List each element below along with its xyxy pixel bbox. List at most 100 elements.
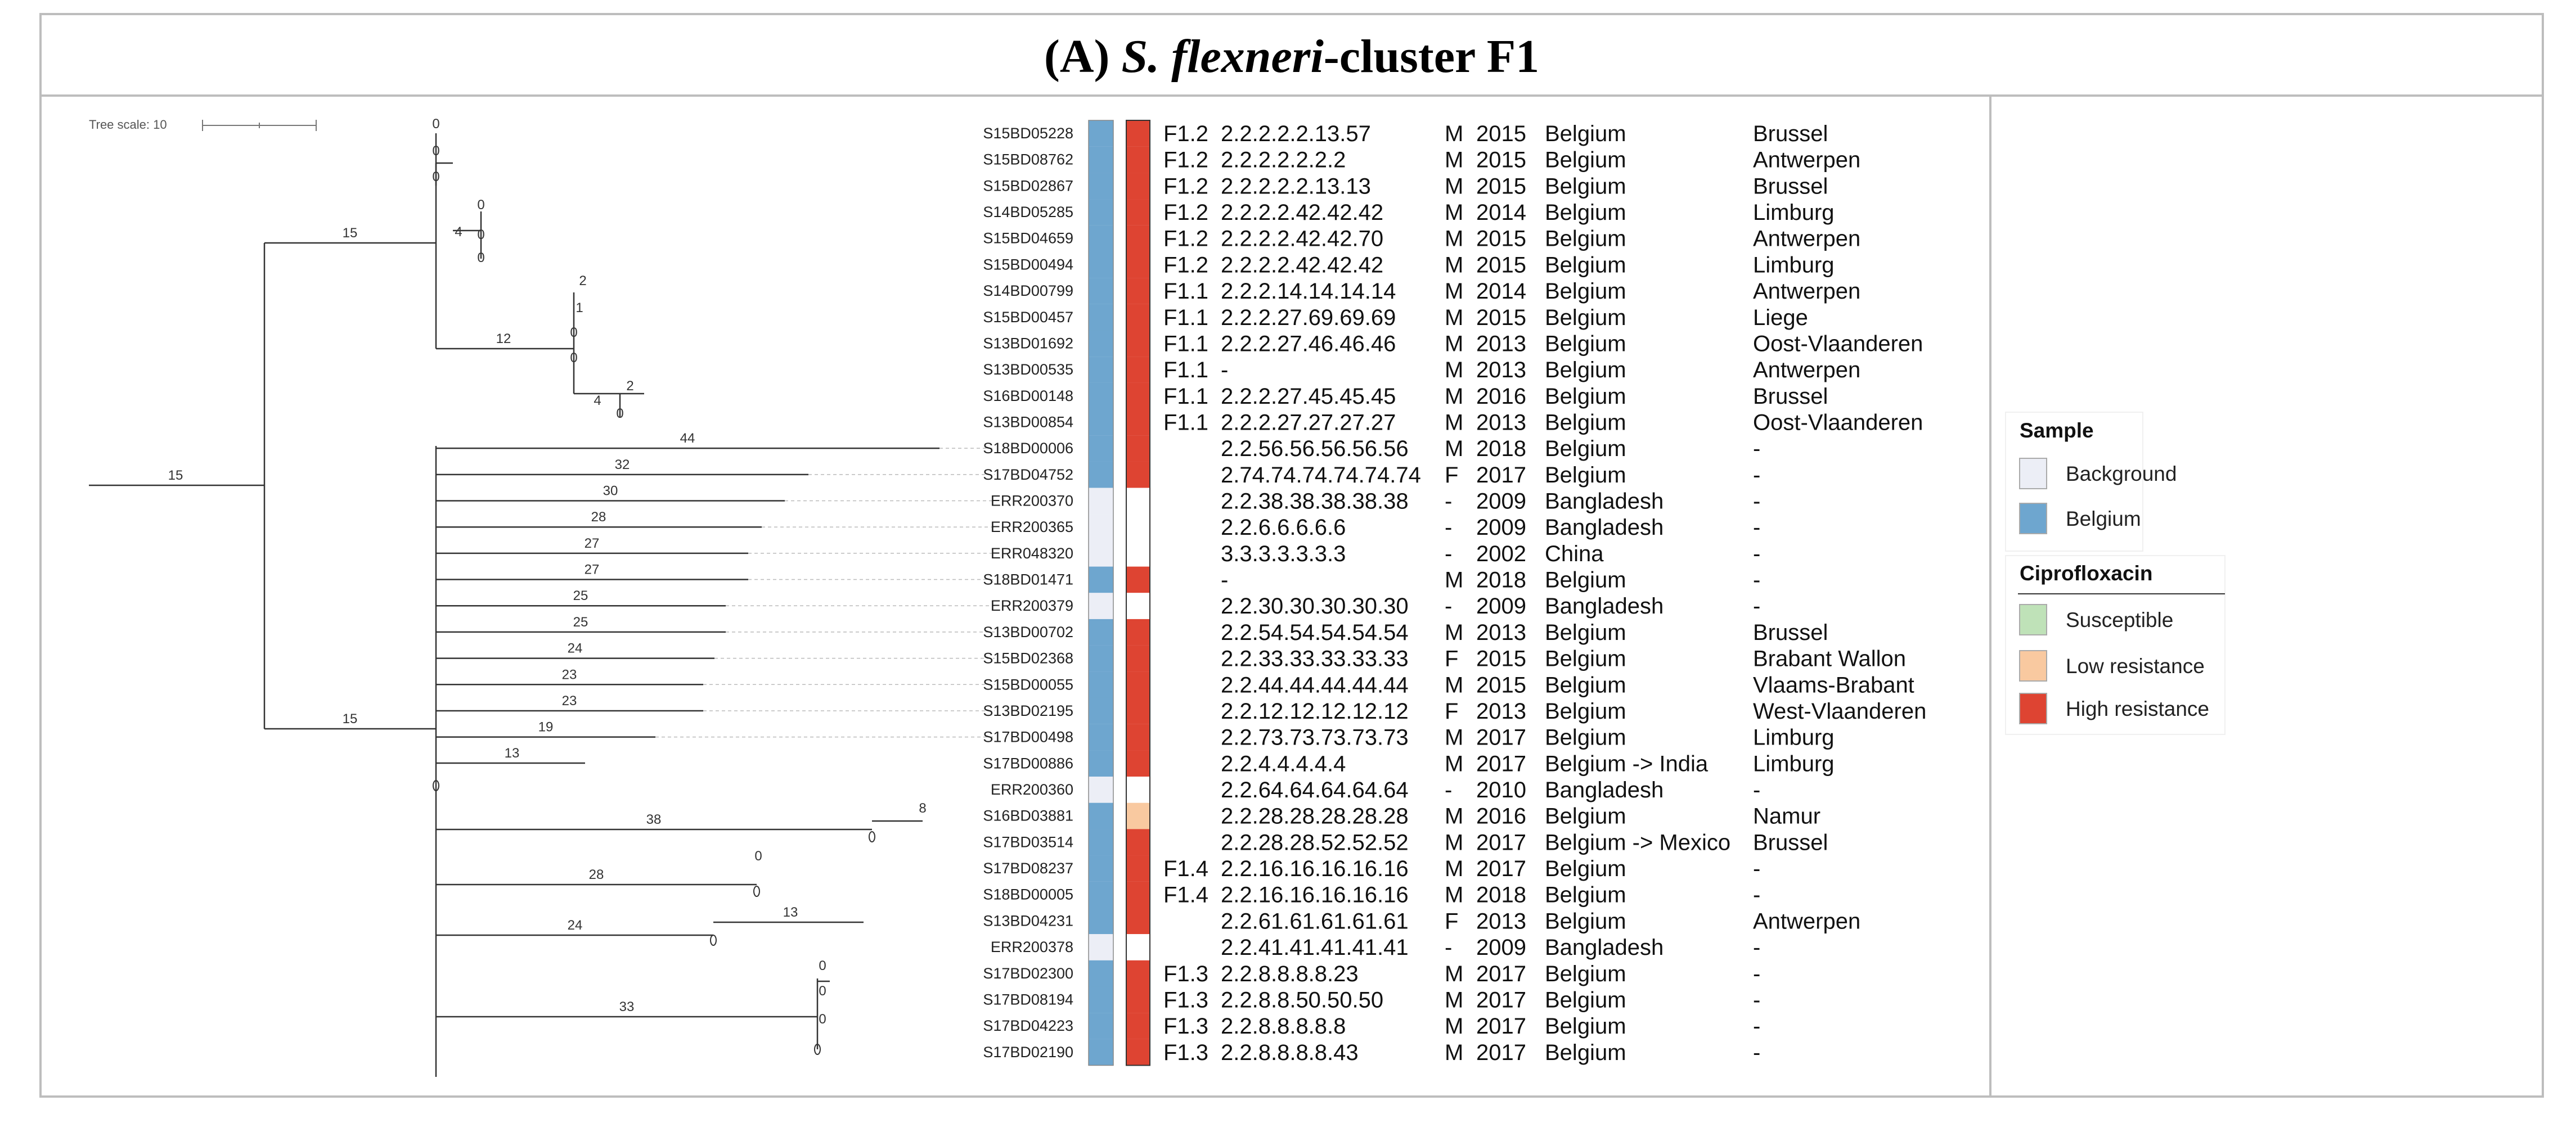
- country-cell: Belgium: [1545, 384, 1626, 409]
- sex-cell: M: [1445, 725, 1463, 750]
- country-cell: Belgium: [1545, 804, 1626, 829]
- branch-length-label: 23: [562, 667, 577, 682]
- year-cell: 2009: [1476, 935, 1526, 960]
- region-cell: -: [1753, 1040, 1760, 1065]
- sample-cell: [1089, 1039, 1113, 1066]
- node-label: 0: [477, 197, 484, 213]
- year-cell: 2015: [1476, 647, 1526, 671]
- sex-cell: -: [1445, 515, 1452, 540]
- legend-label-susceptible: Susceptible: [2066, 608, 2173, 632]
- country-cell: Belgium: [1545, 279, 1626, 304]
- cluster-cell: F1.1: [1163, 279, 1208, 304]
- legend-swatch-low-resistance: [2019, 650, 2047, 682]
- cipro-cell: [1126, 357, 1150, 383]
- year-cell: 2013: [1476, 699, 1526, 724]
- sequence-type-cell: 2.2.2.14.14.14.14: [1221, 279, 1396, 304]
- sequence-type-cell: 2.2.2.27.69.69.69: [1221, 305, 1396, 330]
- sample-cell: [1089, 777, 1113, 803]
- sample-cell: [1089, 409, 1113, 436]
- legend-swatch-belgium: [2019, 503, 2047, 534]
- sequence-type-cell: 2.2.33.33.33.33.33: [1221, 647, 1409, 671]
- leaf-label: S18BD01471: [983, 571, 1073, 588]
- branch-length-label: 25: [573, 615, 588, 630]
- year-cell: 2017: [1476, 463, 1526, 488]
- sex-cell: M: [1445, 358, 1463, 382]
- country-cell: Belgium: [1545, 725, 1626, 750]
- country-cell: Belgium: [1545, 358, 1626, 382]
- leaf-label: S13BD00535: [983, 361, 1073, 378]
- sex-cell: M: [1445, 331, 1463, 356]
- sample-cell: [1089, 566, 1113, 593]
- branch-length-label: 4: [455, 224, 462, 240]
- year-cell: 2017: [1476, 987, 1526, 1012]
- sex-cell: F: [1445, 699, 1458, 724]
- sex-cell: F: [1445, 909, 1458, 933]
- leaf-label: S18BD00006: [983, 440, 1073, 457]
- leaf-label: S15BD04659: [983, 230, 1073, 247]
- country-cell: Belgium: [1545, 987, 1626, 1012]
- legend-swatch-background: [2019, 458, 2047, 489]
- year-cell: 2017: [1476, 830, 1526, 855]
- sex-cell: -: [1445, 594, 1452, 619]
- sample-cell: [1089, 435, 1113, 462]
- cipro-strip: [1126, 120, 1150, 1066]
- sample-cell: [1089, 671, 1113, 698]
- legend-label-low-resistance: Low resistance: [2066, 655, 2205, 678]
- cipro-cell: [1126, 1039, 1150, 1066]
- node-label: 1: [576, 300, 583, 315]
- country-cell: Belgium -> India: [1545, 751, 1709, 776]
- node-label: 2: [579, 273, 586, 288]
- leaf-label: ERR200379: [991, 597, 1073, 614]
- sex-cell: M: [1445, 856, 1463, 881]
- leaf-label: S15BD02368: [983, 650, 1073, 667]
- branch-length-label: 15: [343, 711, 358, 727]
- region-cell: -: [1753, 1014, 1760, 1039]
- cipro-cell: [1126, 829, 1150, 856]
- region-cell: Limburg: [1753, 252, 1835, 277]
- branch-length-label: 4: [594, 393, 601, 408]
- sample-cell: [1089, 173, 1113, 200]
- cipro-cell: [1126, 1013, 1150, 1039]
- cipro-cell: [1126, 461, 1150, 488]
- sample-cell: [1089, 881, 1113, 908]
- cipro-strip-border: [1126, 120, 1150, 1066]
- country-cell: Belgium: [1545, 856, 1626, 881]
- cipro-cell: [1126, 750, 1150, 777]
- sex-cell: M: [1445, 436, 1463, 461]
- year-cell: 2015: [1476, 148, 1526, 173]
- collapsed-node: [814, 1044, 821, 1055]
- leaf-label: S17BD00886: [983, 755, 1073, 772]
- sequence-type-cell: 2.2.2.2.2.2.2: [1221, 148, 1346, 173]
- cluster-cell: F1.4: [1163, 856, 1208, 881]
- year-cell: 2015: [1476, 305, 1526, 330]
- sequence-type-cell: 2.2.2.2.42.42.42: [1221, 252, 1383, 277]
- year-cell: 2009: [1476, 515, 1526, 540]
- sample-cell: [1089, 855, 1113, 882]
- sex-cell: M: [1445, 121, 1463, 146]
- country-cell: Belgium: [1545, 1014, 1626, 1039]
- branch-length-label: 24: [568, 918, 583, 933]
- sex-cell: M: [1445, 227, 1463, 251]
- sample-cell: [1089, 120, 1113, 147]
- sequence-type-cell: 2.2.64.64.64.64.64: [1221, 778, 1409, 802]
- country-cell: Belgium: [1545, 252, 1626, 277]
- tree-scale: Tree scale: 10: [89, 118, 317, 132]
- year-cell: 2018: [1476, 436, 1526, 461]
- country-cell: Belgium: [1545, 647, 1626, 671]
- node-label: 0: [819, 958, 826, 973]
- leaf-label: S15BD00457: [983, 309, 1073, 326]
- sex-cell: M: [1445, 305, 1463, 330]
- collapsed-node: [433, 780, 439, 791]
- cluster-cell: F1.1: [1163, 384, 1208, 409]
- year-cell: 2016: [1476, 804, 1526, 829]
- sex-cell: M: [1445, 883, 1463, 908]
- sample-cell: [1089, 461, 1113, 488]
- country-cell: Belgium: [1545, 200, 1626, 225]
- phylogenetic-tree: 1515150004000122100420443230282727252524…: [89, 116, 995, 1077]
- sample-cell: [1089, 382, 1113, 409]
- country-cell: China: [1545, 542, 1604, 566]
- sequence-type-cell: 2.2.2.27.27.27.27: [1221, 410, 1396, 435]
- cluster-cell: F1.3: [1163, 1014, 1208, 1039]
- legend-sample-box: [2005, 412, 2143, 552]
- branch-length-label: 30: [603, 484, 618, 499]
